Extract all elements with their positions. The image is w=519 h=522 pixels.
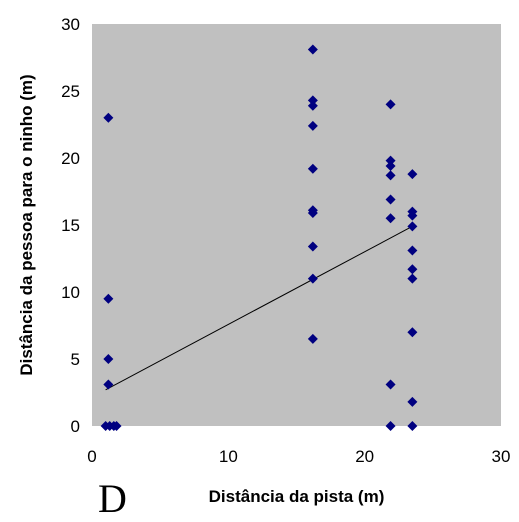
data-point <box>407 273 418 284</box>
y-tick-labels: 0 5 10 15 20 25 30 <box>61 15 80 436</box>
data-point <box>407 396 418 407</box>
y-tick-label: 25 <box>61 82 80 101</box>
y-tick-label: 30 <box>61 15 80 34</box>
y-tick-label: 15 <box>61 216 80 235</box>
data-point <box>111 421 122 431</box>
trendline <box>105 225 413 391</box>
data-point <box>385 155 396 166</box>
data-point <box>103 354 114 364</box>
data-point <box>307 44 318 55</box>
x-axis-title: Distância da pista (m) <box>209 487 385 506</box>
data-point <box>407 245 418 256</box>
x-tick-label: 30 <box>492 447 511 466</box>
data-point <box>385 161 396 172</box>
data-point <box>385 213 396 224</box>
data-point <box>307 95 318 106</box>
data-point <box>103 112 114 123</box>
data-point <box>307 273 318 284</box>
data-point <box>407 264 418 275</box>
data-point <box>307 333 318 344</box>
y-tick-label: 5 <box>71 350 80 369</box>
y-axis-title: Distância da pessoa para o ninho (m) <box>17 74 36 375</box>
cropped-text-fragment: D <box>98 476 127 521</box>
data-point <box>307 120 318 131</box>
data-point <box>407 169 418 180</box>
data-point <box>407 421 418 431</box>
y-tick-label: 10 <box>61 283 80 302</box>
data-point <box>407 327 418 338</box>
data-point <box>385 170 396 181</box>
data-point <box>103 379 114 390</box>
data-point <box>385 194 396 205</box>
data-point <box>407 221 418 232</box>
y-tick-label: 0 <box>71 417 80 436</box>
x-tick-label: 0 <box>87 447 96 466</box>
data-points <box>100 44 418 431</box>
x-tick-label: 10 <box>219 447 238 466</box>
data-point <box>385 421 396 431</box>
data-point <box>407 210 418 221</box>
data-point <box>385 379 396 390</box>
data-point <box>307 207 318 218</box>
data-point <box>103 293 114 304</box>
y-tick-label: 20 <box>61 149 80 168</box>
data-point <box>307 100 318 111</box>
plot-area <box>92 24 501 426</box>
x-tick-labels: 0 10 20 30 <box>87 447 510 466</box>
data-point <box>307 163 318 174</box>
data-point <box>307 241 318 252</box>
x-tick-label: 20 <box>355 447 374 466</box>
data-point <box>385 99 396 110</box>
